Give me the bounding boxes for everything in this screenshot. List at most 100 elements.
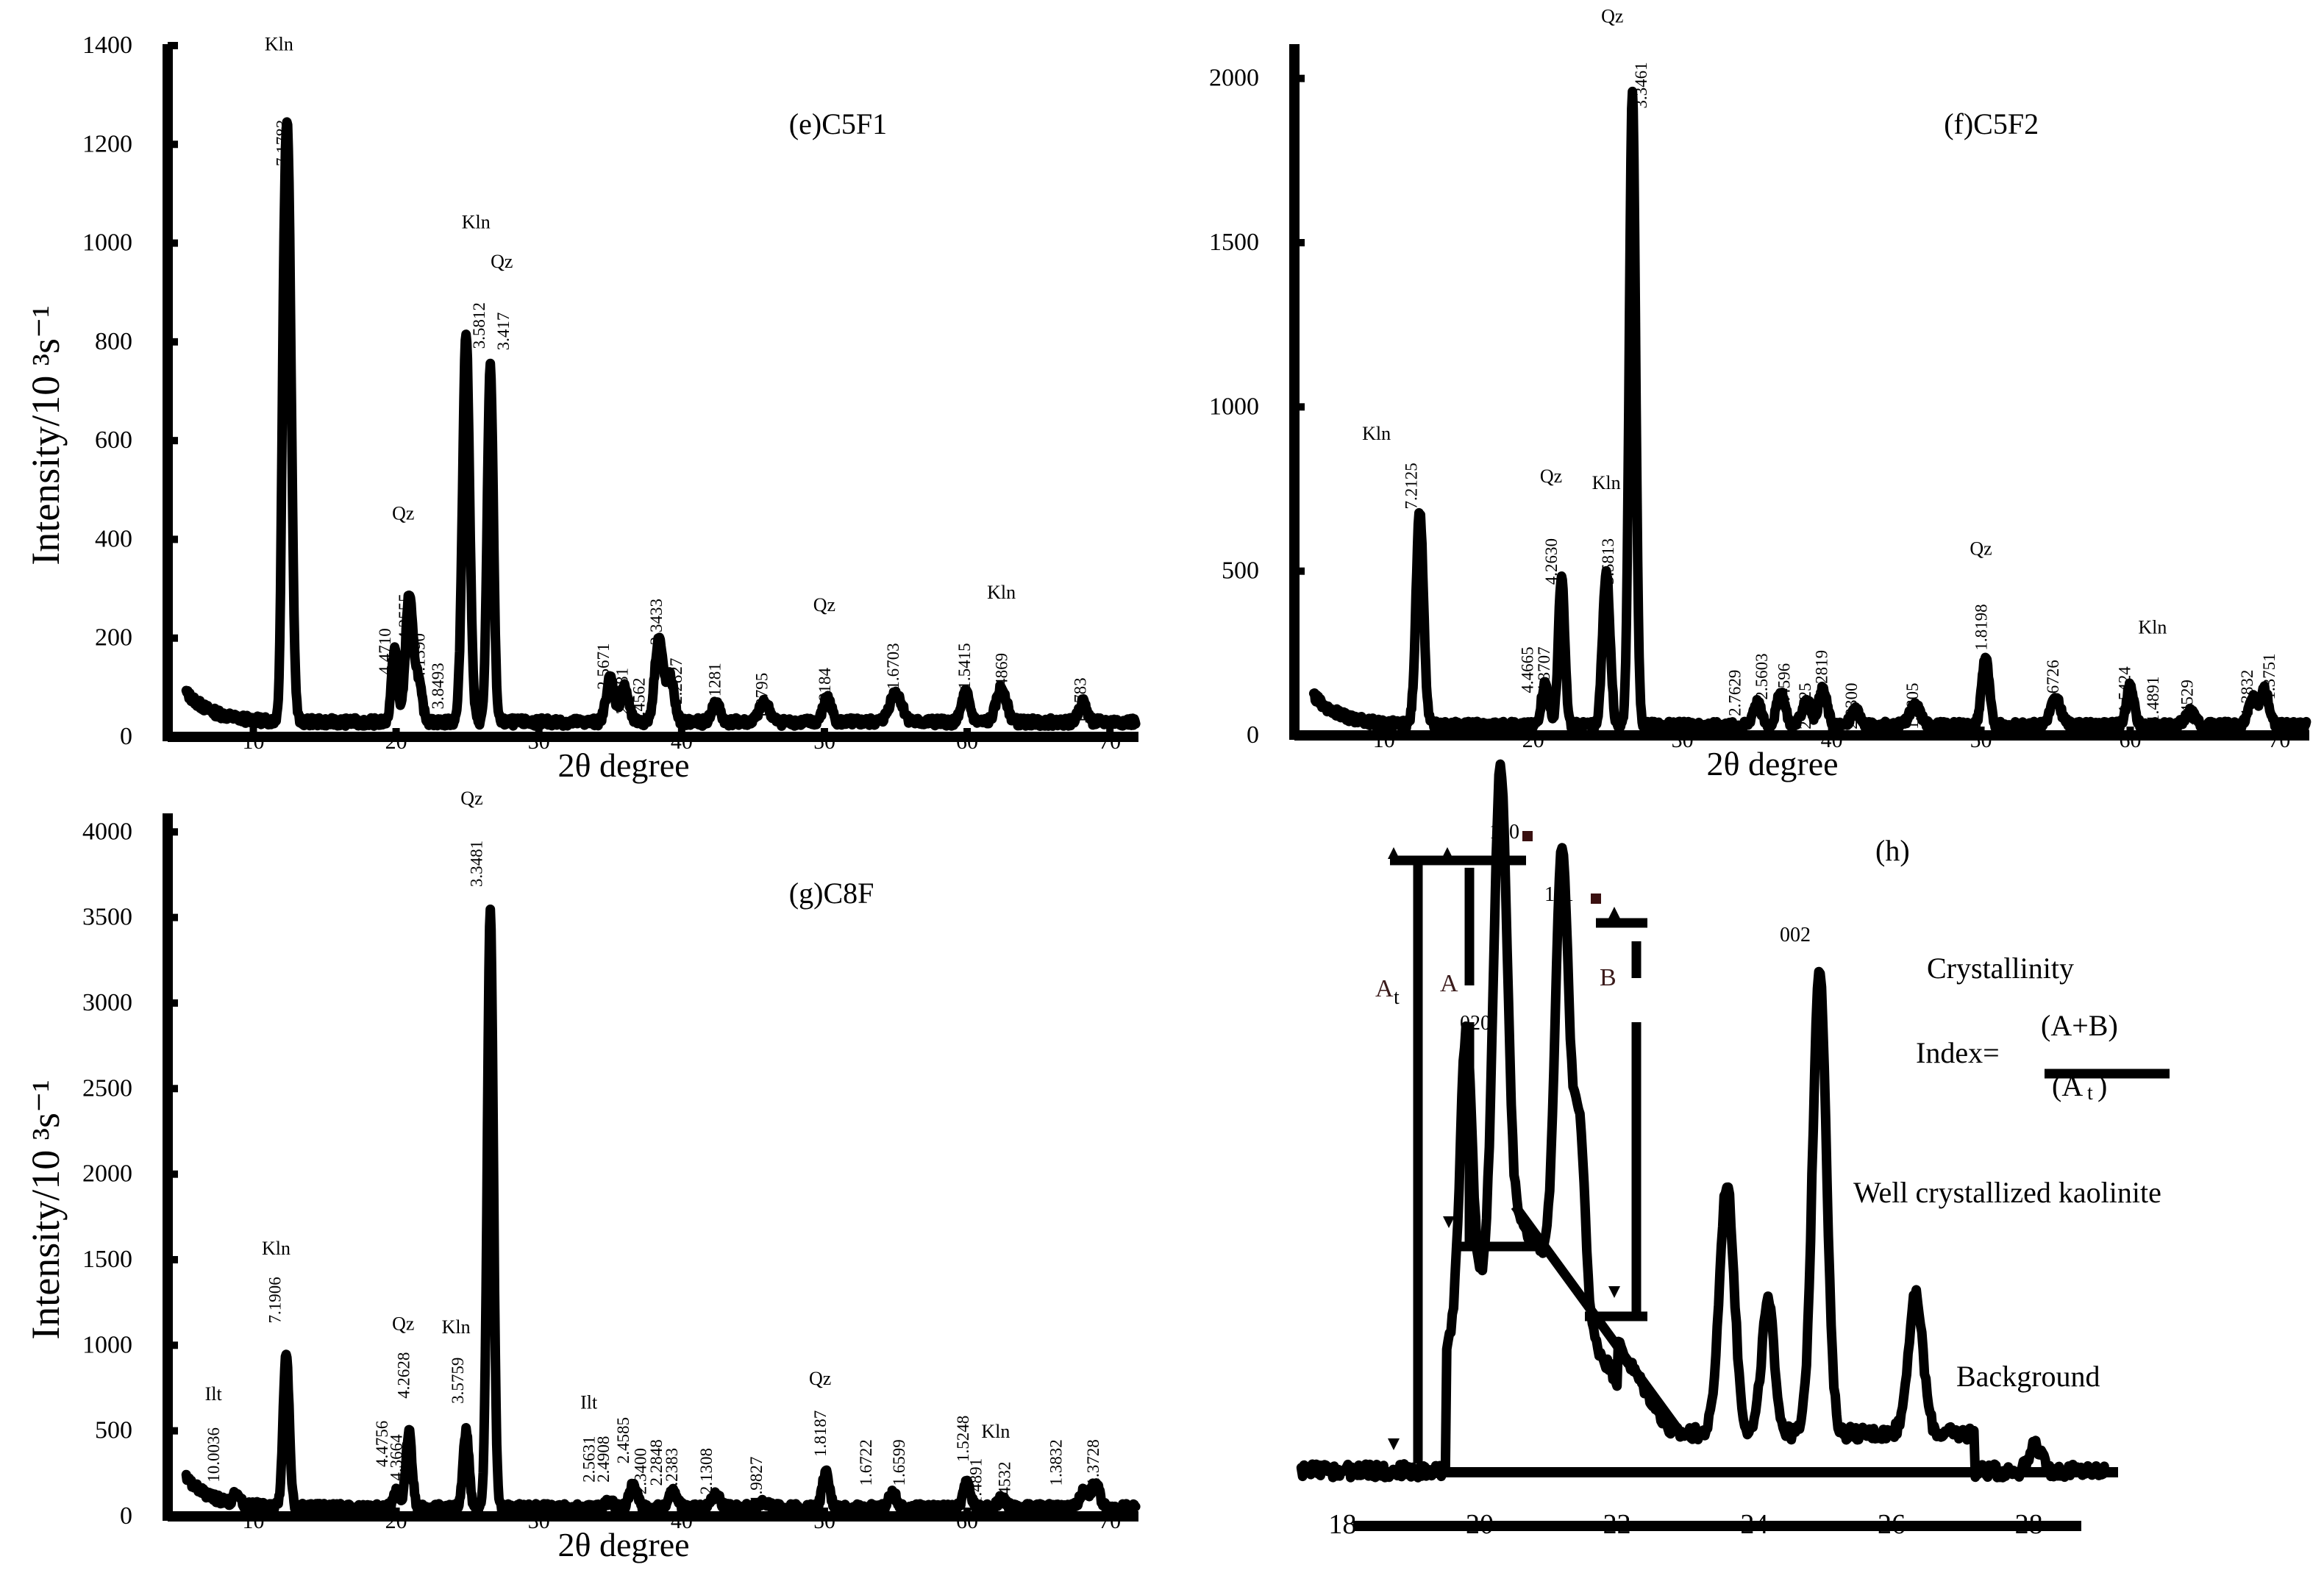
- panel-e: 0 200 400 600 800 1000 1200 1400 10 20 30 40 50 60 70 2…: [24, 32, 1141, 784]
- d-spacing-label: 2.2819: [1812, 650, 1831, 696]
- y-tick-label: 1500: [1209, 229, 1259, 256]
- y-tick-label: 1000: [1209, 393, 1259, 420]
- background-line: [1511, 1203, 1689, 1441]
- x-tick-label: 50: [1970, 728, 1992, 752]
- mineral-label: Qz: [1601, 6, 1623, 27]
- y-tick-label: 3500: [82, 904, 132, 931]
- reflection-111: 111: [1544, 883, 1574, 906]
- reflection-020: 020: [1460, 1012, 1491, 1035]
- d-spacing-label: 1.3751: [2260, 653, 2278, 699]
- x-tick-label: 40: [671, 730, 693, 754]
- x-tick-label: 50: [813, 730, 835, 754]
- d-spacing-label: 1.6726: [2044, 660, 2062, 706]
- d-spacing-label: 2.5671: [594, 643, 613, 689]
- xrd-trace: [181, 117, 1141, 731]
- panel-title: (e)C5F1: [789, 107, 887, 140]
- d-spacing-label: 10.0036: [204, 1427, 223, 1483]
- d-spacing-label: 7.2125: [1402, 463, 1420, 509]
- mineral-label: Ilt: [580, 1391, 598, 1413]
- d-spacing-label: 1.5248: [954, 1416, 972, 1462]
- d-spacing-label: 4.4665: [1519, 646, 1537, 693]
- d-spacing-label: 4.2628: [394, 1352, 413, 1399]
- y-tick-label: 1000: [82, 229, 132, 257]
- d-spacing-label: 3.8493: [429, 663, 447, 709]
- panel-title: (h): [1875, 834, 1910, 867]
- y-tick-label: 2500: [82, 1074, 132, 1102]
- d-spacing-label: 2.1308: [697, 1448, 716, 1494]
- x-tick-label: 18: [1328, 1509, 1356, 1540]
- d-spacing-label: 2.5631: [580, 1436, 599, 1483]
- d-spacing-label: 1.4891: [967, 1458, 985, 1505]
- y-axis-label: Intensity/10 ³s⁻¹: [24, 1080, 68, 1339]
- reflection-002: 002: [1780, 924, 1811, 946]
- x-tick-label: 30: [528, 1509, 550, 1533]
- d-spacing-label: 2.2827: [667, 658, 685, 705]
- b-label: B: [1600, 964, 1617, 991]
- panel-title: (g)C8F: [789, 877, 874, 910]
- x-tick-label: 10: [1373, 728, 1395, 752]
- y-tick-label: 1000: [82, 1331, 132, 1358]
- d-spacing-label: 1.8184: [816, 668, 834, 715]
- d-spacing-label: 2.4981: [613, 668, 631, 714]
- formula-close: ): [2097, 1069, 2107, 1102]
- formula-subscript: t: [2087, 1082, 2093, 1105]
- y-tick-label: 0: [1247, 721, 1259, 749]
- d-spacing-label: 2.4585: [614, 1417, 632, 1463]
- d-spacing-label: 3.417: [494, 313, 513, 351]
- d-spacing-label: 1.9795: [753, 673, 771, 719]
- xrd-trace: [1308, 86, 2311, 735]
- mineral-label: Ilt: [205, 1383, 223, 1405]
- d-spacing-label: 4.4756: [373, 1421, 391, 1467]
- d-spacing-label: 1.3783: [1071, 677, 1089, 724]
- y-tick-label: 400: [95, 525, 132, 552]
- y-tick-label: 3000: [82, 989, 132, 1016]
- d-spacing-label: 2.3433: [647, 599, 666, 645]
- d-spacing-label: 1.4532: [996, 1462, 1014, 1508]
- d-spacing-label: 2.4596: [1775, 663, 1794, 710]
- d-spacing-label: 1.4529: [2178, 680, 2197, 726]
- d-spacing-label: 3.5812: [470, 302, 488, 349]
- mineral-label: Qz: [1540, 466, 1562, 487]
- reflection-110: 110: [1489, 821, 1519, 843]
- d-spacing-label: 2.4908: [594, 1436, 613, 1483]
- d-spacing-label: 1.3728: [1084, 1439, 1102, 1485]
- d-spacing-label: 1.8198: [1972, 604, 1991, 650]
- d-spacing-label: 2.4562: [630, 677, 649, 724]
- x-tick-label: 20: [385, 1509, 407, 1533]
- x-tick-label: 70: [2268, 728, 2290, 752]
- mineral-label: Qz: [1970, 538, 1992, 559]
- d-spacing-label: 2.3400: [632, 1448, 650, 1494]
- mineral-label: Kln: [981, 1421, 1010, 1442]
- d-spacing-label: 1.3832: [1047, 1439, 1065, 1485]
- y-tick-label: 4000: [82, 818, 132, 845]
- mineral-label: Qz: [491, 251, 513, 272]
- d-spacing-label: 1.4869: [993, 653, 1011, 699]
- d-spacing-label: 1.5424: [2115, 666, 2134, 713]
- panel-title: (f)C5F2: [1944, 107, 2039, 140]
- mineral-label: Kln: [987, 582, 1016, 603]
- x-tick-label: 20: [1466, 1509, 1494, 1540]
- mineral-label: Kln: [442, 1316, 471, 1338]
- y-tick-label: 1500: [82, 1246, 132, 1273]
- x-tick-label: 60: [956, 1509, 978, 1533]
- d-spacing-label: 1.6722: [857, 1439, 875, 1485]
- mineral-label: Qz: [392, 503, 414, 524]
- y-tick-label: 2000: [1209, 65, 1259, 92]
- d-spacing-label: 4.2630: [1542, 538, 1561, 585]
- mineral-label: Qz: [392, 1313, 414, 1334]
- d-spacing-label: 1.3832: [2238, 670, 2256, 716]
- d-spacing-label: 1.4891: [2144, 677, 2162, 723]
- d-spacing-label: 1.5415: [955, 643, 974, 689]
- d-spacing-label: 4.1390: [410, 633, 429, 680]
- d-spacing-label: 1.9827: [747, 1457, 766, 1503]
- x-axis-label: 2θ degree: [557, 1526, 689, 1563]
- mineral-label: Qz: [460, 788, 482, 809]
- peak-marker: [1522, 831, 1533, 841]
- y-tick-label: 0: [120, 1502, 132, 1530]
- mineral-label: Kln: [2138, 617, 2167, 638]
- arrow-up-marker: [1441, 847, 1453, 859]
- d-spacing-label: 3.3461: [1632, 62, 1650, 108]
- y-tick-label: 600: [95, 427, 132, 454]
- y-tick-label: 500: [95, 1417, 132, 1444]
- x-tick-label: 60: [2119, 728, 2141, 752]
